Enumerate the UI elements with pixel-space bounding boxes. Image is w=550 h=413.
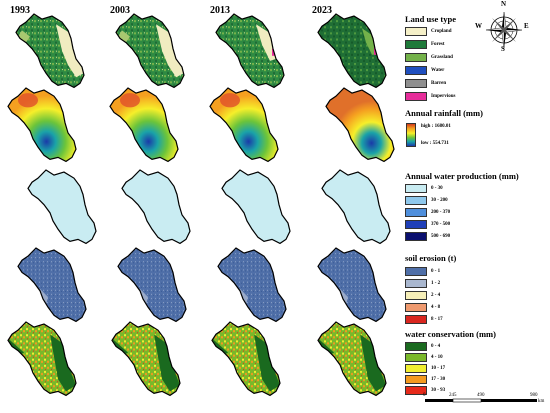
map-rainfall-2013: [209, 87, 279, 163]
legend-swatch-se-4: [405, 315, 427, 324]
legend-label-se-1: 1 - 2: [431, 281, 441, 286]
legend-title-water-conservation: water conservation (mm): [405, 329, 496, 339]
legend-title-land-use: Land use type: [405, 14, 457, 24]
compass-rose-icon: [485, 11, 523, 49]
legend-label-se-2: 2 - 4: [431, 293, 441, 298]
legend-swatch-se-3: [405, 303, 427, 312]
legend-swatch-wc-4: [405, 386, 427, 395]
legend-swatch-se-2: [405, 291, 427, 300]
legend-swatch-wc-0: [405, 342, 427, 351]
map-soil-erosion-2023: [317, 247, 387, 323]
compass-west-label: W: [475, 22, 482, 30]
legend-swatch-wc-3: [405, 375, 427, 384]
legend-swatch-wp-0: [405, 184, 427, 193]
legend-label-se-4: 8 - 17: [431, 317, 443, 322]
scale-tick-980: 980: [530, 393, 538, 398]
scale-unit: km: [538, 399, 545, 404]
legend-label-impervious: Impervious: [431, 94, 456, 99]
year-label-2003: 2003: [110, 5, 130, 16]
legend-swatch-wp-2: [405, 208, 427, 217]
map-landuse-1993: [15, 13, 85, 89]
legend-swatch-water: [405, 66, 427, 75]
legend-label-wc-0: 0 - 4: [431, 344, 441, 349]
legend-rainfall-low: low : 554.731: [421, 141, 449, 146]
legend-label-wp-2: 200 - 370: [431, 210, 451, 215]
scale-tick-0: 0: [423, 393, 426, 398]
legend-swatch-se-1: [405, 279, 427, 288]
legend-swatch-cropland: [405, 27, 427, 36]
legend-swatch-grassland: [405, 53, 427, 62]
legend-swatch-impervious: [405, 92, 427, 101]
map-water-production-2013: [221, 169, 291, 245]
legend-label-se-0: 0 - 1: [431, 269, 441, 274]
legend-swatch-wp-4: [405, 232, 427, 241]
legend-title-rainfall: Annual rainfall (mm): [405, 108, 483, 118]
legend-label-wc-3: 17 - 30: [431, 377, 446, 382]
legend-swatch-wc-1: [405, 353, 427, 362]
map-rainfall-2003: [109, 87, 179, 163]
map-water-conservation-1993: [7, 321, 77, 397]
compass-south-label: S: [501, 45, 505, 53]
legend-label-cropland: Cropland: [431, 29, 452, 34]
year-label-2013: 2013: [210, 5, 230, 16]
map-soil-erosion-1993: [17, 247, 87, 323]
map-soil-erosion-2013: [217, 247, 287, 323]
legend-label-wp-3: 370 - 500: [431, 222, 451, 227]
legend-label-forest: Forest: [431, 42, 445, 47]
legend-swatch-se-0: [405, 267, 427, 276]
legend-swatch-forest: [405, 40, 427, 49]
legend-label-wc-1: 4 - 10: [431, 355, 443, 360]
legend-label-barren: Barren: [431, 81, 447, 86]
scale-tick-245: 245: [449, 393, 457, 398]
legend-swatch-wp-3: [405, 220, 427, 229]
legend-swatch-barren: [405, 79, 427, 88]
legend-title-soil-erosion: soil erosion (t): [405, 253, 457, 263]
map-landuse-2003: [115, 13, 185, 89]
map-rainfall-2023: [325, 87, 395, 163]
legend-rainfall-gradient: [406, 123, 416, 147]
map-water-conservation-2003: [111, 321, 181, 397]
map-soil-erosion-2003: [117, 247, 187, 323]
map-landuse-2013: [215, 13, 285, 89]
legend-label-wc-4: 30 - 93: [431, 388, 446, 393]
legend-swatch-wp-1: [405, 196, 427, 205]
legend-label-water: Water: [431, 68, 445, 73]
legend-title-water-production: Annual water production (mm): [405, 171, 519, 181]
map-grid: [7, 13, 395, 397]
scale-tick-490: 490: [477, 393, 485, 398]
map-rainfall-1993: [7, 87, 77, 163]
map-water-production-2023: [321, 169, 391, 245]
legend-rainfall-high: high : 1680.01: [421, 124, 451, 129]
legend-label-wp-1: 30 - 200: [431, 198, 448, 203]
compass-north-label: N: [501, 0, 507, 8]
legend-label-se-3: 4 - 8: [431, 305, 441, 310]
map-water-conservation-2013: [211, 321, 281, 397]
year-label-2023: 2023: [312, 5, 332, 16]
legend-label-wp-0: 0 - 30: [431, 186, 443, 191]
year-label-1993: 1993: [10, 5, 30, 16]
map-water-conservation-2023: [317, 321, 387, 397]
scale-bar: [425, 398, 537, 403]
map-water-production-1993: [27, 169, 97, 245]
compass-east-label: E: [524, 22, 529, 30]
legend-label-wp-4: 500 - 690: [431, 234, 451, 239]
legend-label-wc-2: 10 - 17: [431, 366, 446, 371]
map-landuse-2023: [317, 13, 387, 89]
map-water-production-2003: [121, 169, 191, 245]
legend-label-grassland: Grassland: [431, 55, 453, 60]
legend-swatch-wc-2: [405, 364, 427, 373]
